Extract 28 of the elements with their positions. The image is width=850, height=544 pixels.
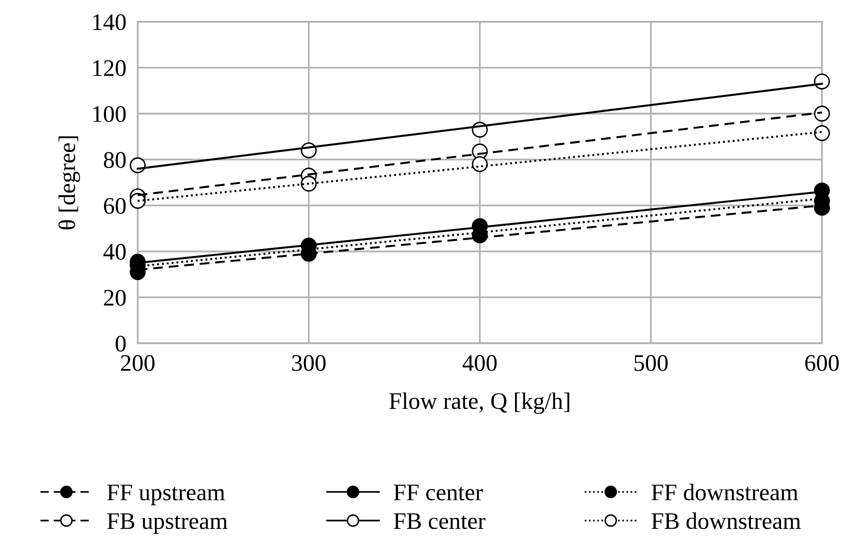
point (300, 176, 317, 192)
x-tick-label: 500 (634, 355, 668, 371)
point (472, 156, 488, 172)
point (814, 125, 830, 142)
y-axis-title: θ [degree] (58, 136, 80, 230)
x-tick-label: 300 (292, 355, 326, 371)
y-tick-label: 140 (93, 14, 126, 30)
legend-label: FB upstream (107, 513, 228, 534)
legend-label: FB downstream (652, 512, 801, 530)
x-tick-label: 200 (121, 355, 155, 371)
y-tick-label: 80 (104, 152, 126, 168)
legend-label: FB center (394, 513, 486, 530)
x-tick-label: 600 (805, 355, 839, 371)
legend-label: FF upstream (107, 484, 225, 506)
y-tick-label: 40 (103, 244, 126, 260)
x-axis-title: Flow rate, Q [kg/h] (389, 392, 570, 414)
y-tick-label: 20 (104, 290, 126, 306)
y-tick-label: 120 (93, 60, 126, 76)
point (130, 157, 146, 174)
y-tick-label: 60 (104, 198, 126, 214)
legend-label: FF downstream (652, 484, 798, 500)
legend-label: FF center (394, 484, 483, 500)
y-tick-label: 100 (93, 106, 126, 122)
point (130, 192, 146, 209)
y-tick-label: 0 (116, 336, 126, 352)
point (814, 106, 830, 122)
point (814, 73, 830, 90)
x-tick-label: 400 (462, 355, 497, 371)
